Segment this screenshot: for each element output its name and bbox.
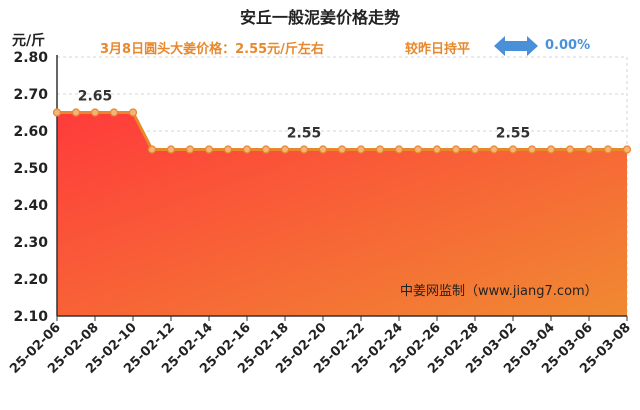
y-tick-label: 2.30 — [13, 235, 48, 251]
data-point — [470, 145, 480, 154]
data-point — [527, 145, 537, 154]
data-point — [432, 145, 442, 154]
data-point — [185, 145, 195, 154]
y-tick-label: 2.60 — [13, 124, 48, 140]
price-summary: 3月8日圆头大姜价格：2.55元/斤左右 — [100, 42, 324, 57]
data-point — [204, 145, 214, 154]
chart-title: 安丘一般泥姜价格走势 — [239, 8, 400, 27]
data-point — [413, 145, 423, 154]
y-tick-label: 2.20 — [13, 272, 48, 288]
data-label: 2.55 — [496, 126, 531, 142]
data-point — [90, 108, 100, 117]
data-point — [565, 145, 575, 154]
y-axis-unit: 元/斤 — [12, 33, 46, 49]
y-tick-label: 2.70 — [13, 87, 48, 103]
data-point — [603, 145, 613, 154]
data-point — [508, 145, 518, 154]
data-point — [128, 108, 138, 117]
data-point — [109, 108, 119, 117]
price-area — [57, 112, 627, 316]
data-point — [280, 145, 290, 154]
data-label: 2.55 — [287, 126, 322, 142]
data-point — [166, 145, 176, 154]
change-value: 0.00% — [545, 38, 591, 53]
data-point — [584, 145, 594, 154]
compare-label: 较昨日持平 — [405, 42, 471, 57]
data-point — [147, 145, 157, 154]
data-point — [52, 108, 62, 117]
data-point — [451, 145, 461, 154]
data-point — [489, 145, 499, 154]
data-point — [622, 145, 632, 154]
y-tick-label: 2.50 — [13, 161, 48, 177]
data-point — [223, 145, 233, 154]
data-label: 2.65 — [78, 89, 113, 105]
data-point — [299, 145, 309, 154]
data-point — [394, 145, 404, 154]
data-point — [318, 145, 328, 154]
data-point — [261, 145, 271, 154]
data-point — [71, 108, 81, 117]
y-tick-label: 2.80 — [13, 50, 48, 66]
data-point — [337, 145, 347, 154]
data-point — [546, 145, 556, 154]
data-point — [356, 145, 366, 154]
y-tick-label: 2.40 — [13, 198, 48, 214]
y-tick-label: 2.10 — [13, 309, 48, 325]
double-arrow-icon — [494, 36, 538, 56]
data-point — [375, 145, 385, 154]
data-point — [242, 145, 252, 154]
watermark: 中姜网监制（www.jiang7.com） — [400, 284, 598, 299]
